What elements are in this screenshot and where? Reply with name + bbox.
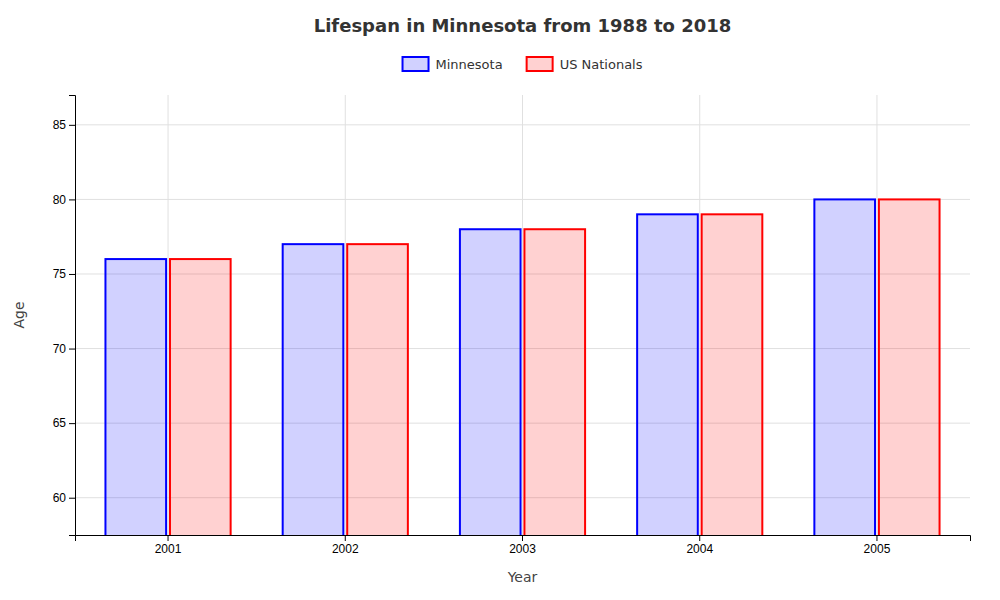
x-tick: 2003 — [509, 535, 536, 556]
y-tick: 85 — [53, 118, 75, 132]
x-axis-title: Year — [507, 569, 538, 585]
bar — [637, 214, 698, 535]
bar — [347, 244, 408, 535]
y-tick-mark — [69, 125, 75, 126]
legend: Minnesota US Nationals — [403, 57, 643, 72]
x-tick-label: 2001 — [155, 542, 182, 556]
x-tick-mark — [168, 535, 169, 541]
legend-swatch — [403, 57, 429, 71]
x-tick: 2004 — [686, 535, 713, 556]
y-axis: 60 65 70 75 80 85 — [53, 96, 76, 536]
x-tick-label: 2004 — [686, 542, 713, 556]
y-tick: 80 — [53, 193, 75, 207]
y-tick-label: 80 — [53, 193, 67, 207]
bar — [283, 244, 344, 535]
x-tick-mark — [522, 535, 523, 541]
legend-item: Minnesota — [403, 57, 503, 72]
y-tick-label: 60 — [53, 491, 67, 505]
y-tick-mark — [69, 498, 75, 499]
bar — [524, 229, 585, 535]
title: Lifespan in Minnesota from 1988 to 2018 — [314, 15, 732, 36]
bar — [879, 199, 940, 535]
x-tick: 2001 — [155, 535, 182, 556]
bar — [460, 229, 521, 535]
bar — [814, 199, 875, 535]
y-tick: 60 — [53, 491, 75, 505]
y-tick-label: 65 — [53, 416, 67, 430]
x-axis: 2001 2002 2003 2004 2005 — [76, 535, 971, 556]
bar — [105, 259, 166, 535]
y-tick-mark — [69, 349, 75, 350]
y-tick-label: 85 — [53, 118, 67, 132]
legend-label: Minnesota — [436, 57, 503, 72]
grid-line-x — [876, 95, 877, 535]
grid-line-x — [699, 95, 700, 535]
bars — [105, 199, 939, 535]
legend-item: US Nationals — [527, 57, 643, 72]
y-axis-line — [69, 96, 76, 536]
legend-swatch — [527, 57, 553, 71]
grid-line-x — [522, 95, 523, 535]
x-tick-label: 2003 — [509, 542, 536, 556]
x-tick-mark — [876, 535, 877, 541]
y-tick-label: 70 — [53, 342, 67, 356]
grid-line-x — [168, 95, 169, 535]
y-tick-label: 75 — [53, 267, 67, 281]
y-tick: 65 — [53, 416, 75, 430]
y-tick-mark — [69, 274, 75, 275]
x-tick-mark — [699, 535, 700, 541]
x-tick-mark — [345, 535, 346, 541]
bar — [702, 214, 763, 535]
x-tick: 2002 — [332, 535, 359, 556]
grid-line-x — [345, 95, 346, 535]
chart: Lifespan in Minnesota from 1988 to 2018 2… — [0, 0, 1000, 600]
x-tick: 2005 — [864, 535, 891, 556]
y-tick-mark — [69, 199, 75, 200]
y-axis-title: Age — [11, 301, 27, 328]
bar — [170, 259, 231, 535]
y-tick-mark — [69, 423, 75, 424]
legend-label: US Nationals — [560, 57, 643, 72]
x-axis-line — [76, 536, 971, 542]
y-tick: 70 — [53, 342, 75, 356]
x-tick-label: 2005 — [864, 542, 891, 556]
y-tick: 75 — [53, 267, 75, 281]
x-tick-label: 2002 — [332, 542, 359, 556]
